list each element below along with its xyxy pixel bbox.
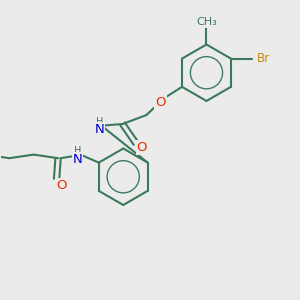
Text: H: H bbox=[74, 146, 81, 156]
Text: O: O bbox=[56, 179, 66, 192]
Text: N: N bbox=[95, 123, 105, 136]
Text: H: H bbox=[96, 117, 103, 127]
Text: O: O bbox=[136, 141, 147, 154]
Text: O: O bbox=[155, 96, 166, 109]
Text: Br: Br bbox=[257, 52, 270, 65]
Text: N: N bbox=[73, 153, 82, 166]
Text: CH₃: CH₃ bbox=[196, 17, 217, 27]
